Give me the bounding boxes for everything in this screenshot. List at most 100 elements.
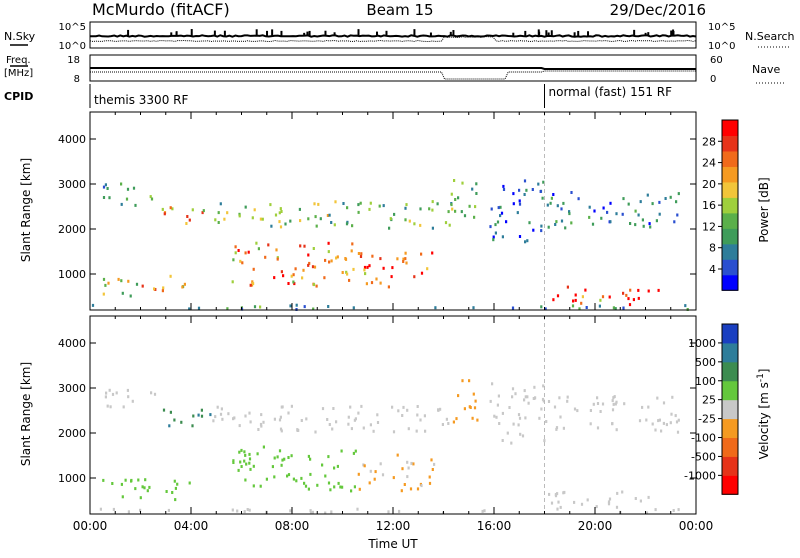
echo-cell	[244, 251, 247, 255]
echo-cell	[431, 208, 434, 212]
echo-cell	[528, 221, 531, 225]
echo-cell	[153, 287, 156, 291]
colorbar-swatch	[722, 181, 738, 198]
echo-cell	[657, 419, 660, 423]
echo-cell	[104, 395, 107, 399]
echo-cell	[382, 204, 385, 208]
echo-cell	[558, 396, 561, 400]
echo-cell	[642, 224, 645, 228]
echo-cell	[243, 450, 246, 454]
echo-cell	[552, 193, 555, 196]
echo-cell	[540, 229, 543, 233]
echo-cell	[403, 483, 406, 486]
echo-cell	[410, 461, 413, 465]
echo-cell	[214, 415, 217, 419]
echo-cell	[437, 408, 440, 412]
echo-cell	[455, 417, 458, 421]
echo-cell	[328, 260, 331, 264]
echo-cell	[500, 211, 504, 215]
echo-cell	[444, 221, 448, 225]
echo-cell	[562, 426, 565, 430]
echo-cell	[368, 264, 371, 268]
echo-cell	[447, 422, 450, 425]
echo-cell	[474, 399, 477, 403]
echo-cell	[273, 475, 276, 479]
echo-cell	[651, 202, 654, 206]
echo-cell	[662, 401, 666, 405]
echo-cell	[645, 511, 649, 515]
echo-cell	[526, 239, 529, 243]
y-tick-label: 1000	[58, 472, 86, 485]
echo-cell	[525, 188, 528, 192]
echo-cell	[135, 282, 139, 286]
echo-cell	[186, 215, 189, 218]
echo-cell	[180, 420, 183, 424]
echo-cell	[379, 257, 382, 261]
echo-cell	[292, 280, 295, 284]
echo-cell	[102, 277, 106, 281]
time-axis-label: Time UT	[367, 537, 418, 551]
echo-cell	[675, 420, 679, 424]
echo-cell	[637, 288, 640, 292]
echo-cell	[472, 306, 475, 310]
echo-cell	[542, 180, 545, 184]
colorbar-swatch	[722, 212, 738, 229]
echo-cell	[188, 481, 191, 485]
freq-label-line2: [MHz]	[4, 68, 33, 79]
echo-cell	[251, 216, 254, 220]
echo-cell	[307, 487, 310, 491]
echo-cell	[309, 472, 312, 476]
echo-cell	[314, 215, 317, 219]
echo-cell	[634, 209, 637, 213]
echo-cell	[348, 278, 351, 282]
echo-cell	[407, 466, 410, 470]
echo-cell	[293, 282, 296, 286]
echo-cell	[595, 505, 598, 509]
echo-cell	[461, 379, 464, 383]
echo-cell	[669, 421, 672, 425]
echo-cell	[471, 416, 474, 420]
echo-cell	[393, 212, 396, 216]
echo-cell	[511, 306, 515, 310]
echo-cell	[331, 427, 334, 431]
x-tick-label: 16:00	[477, 519, 512, 533]
colorbar-tick-label: 500	[695, 356, 716, 369]
echo-cell	[450, 192, 453, 196]
echo-cell	[292, 273, 295, 277]
echo-cell	[169, 410, 172, 414]
echo-cell	[402, 260, 405, 263]
echo-cell	[162, 286, 165, 290]
echo-cell	[454, 198, 457, 201]
echo-cell	[104, 183, 107, 187]
echo-cell	[202, 209, 205, 213]
echo-cell	[168, 424, 171, 428]
echo-cell	[436, 202, 439, 206]
echo-cell	[309, 511, 313, 515]
echo-cell	[259, 484, 262, 488]
echo-cell	[593, 209, 596, 213]
echo-cell	[613, 395, 616, 399]
echo-cell	[447, 210, 450, 214]
echo-cell	[256, 452, 259, 456]
echo-cell	[253, 208, 256, 212]
echo-cell	[231, 280, 234, 284]
echo-cell	[327, 250, 330, 254]
freq-tick-bottom: 8	[74, 74, 80, 85]
echo-cell	[570, 221, 573, 225]
echo-cell	[571, 304, 575, 308]
echo-cell	[232, 459, 235, 463]
echo-cell	[622, 306, 625, 310]
echo-cell	[327, 481, 331, 485]
echo-cell	[330, 510, 333, 514]
colorbar-swatch	[722, 243, 738, 260]
echo-cell	[212, 419, 215, 423]
echo-cell	[315, 224, 318, 228]
power-colorbar-title: Power [dB]	[757, 177, 771, 242]
echo-cell	[233, 416, 236, 420]
echo-cell	[314, 430, 317, 434]
echo-cell	[423, 414, 426, 418]
echo-cell	[330, 259, 333, 263]
echo-cell	[171, 491, 174, 494]
echo-cell	[124, 478, 127, 482]
